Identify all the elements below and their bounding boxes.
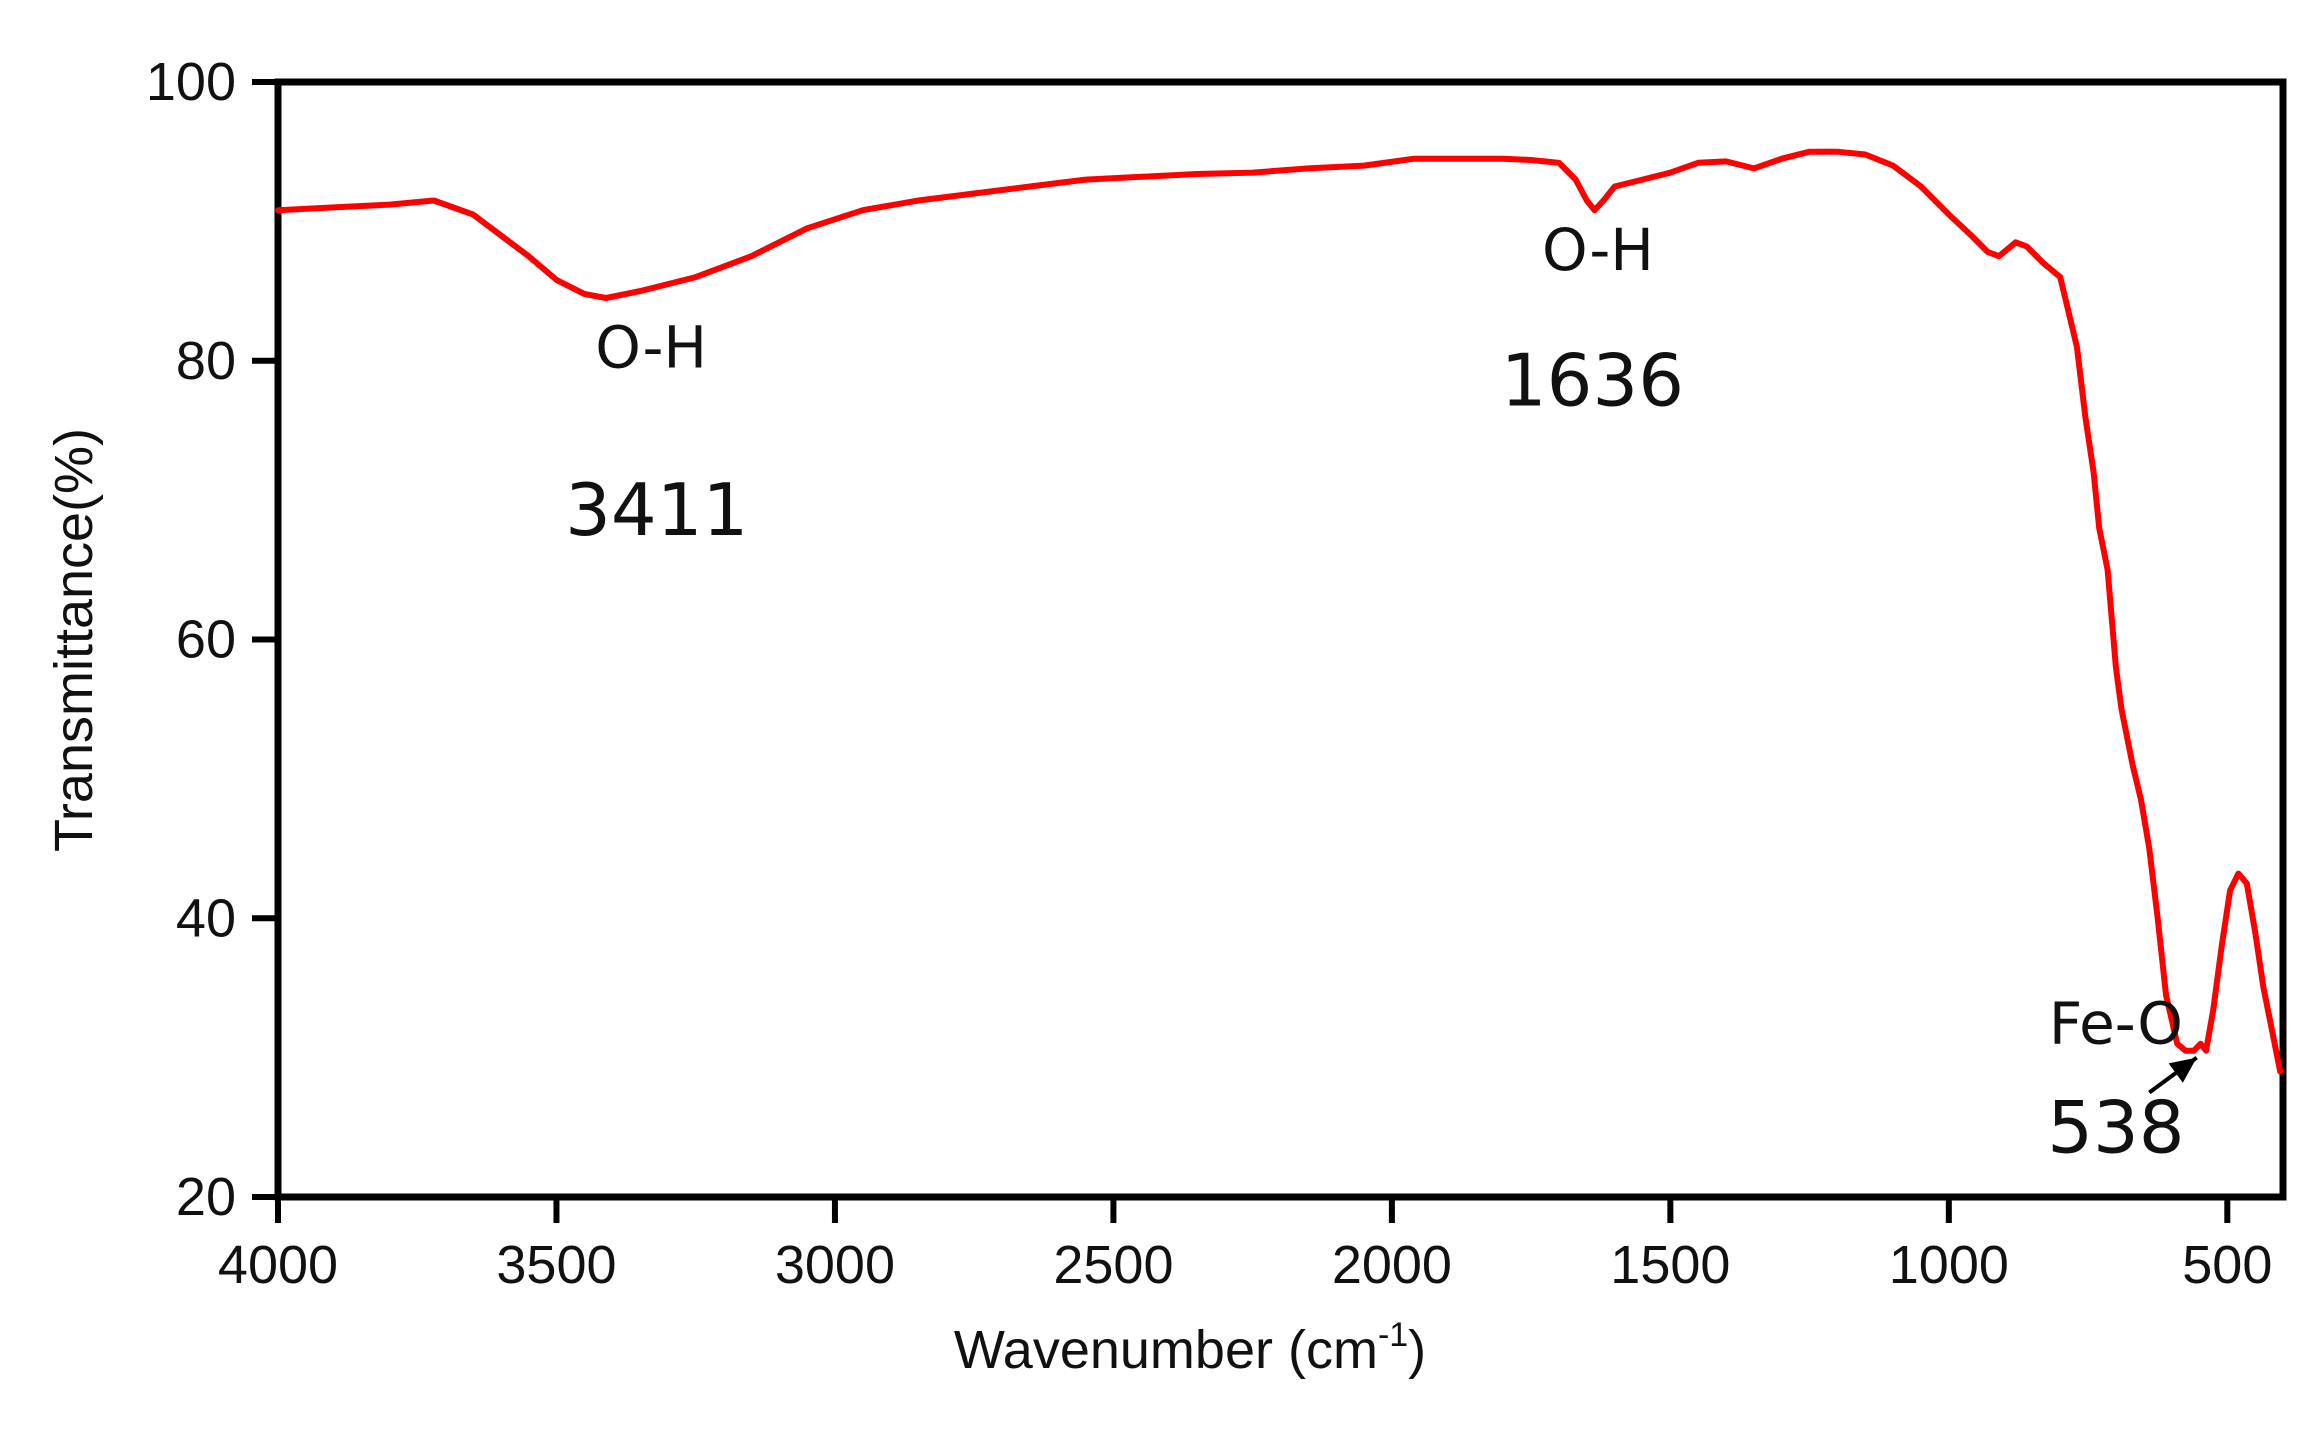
y-tick-label: 80 xyxy=(176,331,236,391)
y-tick-label: 20 xyxy=(176,1167,236,1227)
annotation-layer: O-H 3411 O-H 1636 Fe-O 538 xyxy=(565,216,2198,1169)
y-axis-title: Transmittance(%) xyxy=(44,428,104,852)
y-tick-label: 100 xyxy=(146,52,236,112)
x-axis-title: Wavenumber (cm-1) xyxy=(954,1316,1426,1380)
annotation-oh-1636-label: O-H xyxy=(1542,216,1654,284)
x-tick-label: 500 xyxy=(2182,1235,2272,1295)
annotation-feo-value: 538 xyxy=(2047,1085,2184,1169)
annotation-oh-1636-value: 1636 xyxy=(1501,338,1684,422)
annotation-feo-label: Fe-O xyxy=(2049,990,2183,1058)
annotation-arrow-head xyxy=(2168,1057,2197,1083)
y-tick-label: 60 xyxy=(176,610,236,670)
series-layer xyxy=(275,148,2284,1075)
x-axis-ticks: 4000 3500 3000 2500 2000 1500 1000 500 xyxy=(218,1197,2272,1295)
x-tick-label: 2500 xyxy=(1053,1235,1173,1295)
x-tick-label: 1500 xyxy=(1610,1235,1730,1295)
series-line-0 xyxy=(275,148,2284,1075)
x-tick-label: 2000 xyxy=(1332,1235,1452,1295)
x-tick-label: 3000 xyxy=(775,1235,895,1295)
x-tick-label: 4000 xyxy=(218,1235,338,1295)
x-tick-label: 1000 xyxy=(1889,1235,2009,1295)
annotation-oh-3411-value: 3411 xyxy=(565,468,748,552)
y-tick-label: 40 xyxy=(176,888,236,948)
x-axis-title-superscript: -1 xyxy=(1378,1316,1408,1354)
x-axis-title-close: ) xyxy=(1408,1320,1426,1380)
annotation-oh-3411-label: O-H xyxy=(595,314,707,382)
x-axis-title-main: Wavenumber (cm xyxy=(954,1320,1378,1380)
y-axis-ticks: 20 40 60 80 100 xyxy=(146,52,278,1227)
x-tick-label: 3500 xyxy=(496,1235,616,1295)
